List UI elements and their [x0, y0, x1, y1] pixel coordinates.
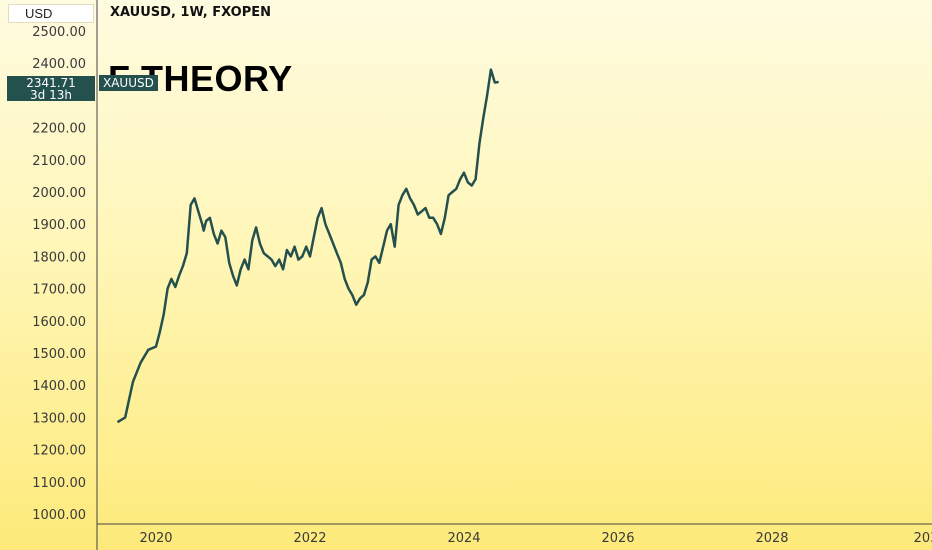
y-tick-label: 1000.00 — [32, 508, 86, 523]
y-tick-label: 2400.00 — [32, 57, 86, 72]
y-tick-label: 1300.00 — [32, 411, 86, 426]
y-tick-label: 1200.00 — [32, 444, 86, 459]
x-tick-label: 2028 — [755, 531, 788, 546]
y-tick-label: 1900.00 — [32, 218, 86, 233]
bar-countdown: 3d 13h — [30, 88, 72, 102]
y-tick-label: 1700.00 — [32, 283, 86, 298]
time-axis: 2020 2022 2024 2026 2028 203 — [139, 531, 932, 546]
y-tick-label: 1800.00 — [32, 250, 86, 265]
y-tick-label: 2200.00 — [32, 122, 86, 137]
y-tick-label: 2100.00 — [32, 154, 86, 169]
symbol-label: XAUUSD — [99, 75, 158, 91]
series-line-xauusd — [116, 68, 499, 424]
x-tick-label: 203 — [914, 531, 932, 546]
y-tick-label: 2500.00 — [32, 25, 86, 40]
y-tick-label: 1500.00 — [32, 347, 86, 362]
y-tick-label: 1600.00 — [32, 315, 86, 330]
x-tick-label: 2022 — [293, 531, 326, 546]
chart-title: XAUUSD, 1W, FXOPEN — [110, 5, 271, 20]
x-tick-label: 2020 — [139, 531, 172, 546]
last-price-label: 2341.71 3d 13h — [7, 76, 95, 101]
x-tick-label: 2024 — [447, 531, 480, 546]
x-tick-label: 2026 — [601, 531, 634, 546]
y-tick-label: 2000.00 — [32, 186, 86, 201]
y-tick-label: 1100.00 — [32, 476, 86, 491]
currency-badge[interactable]: USD — [8, 4, 94, 23]
y-tick-label: 1400.00 — [32, 379, 86, 394]
last-price-value: 2341.71 — [26, 76, 76, 90]
